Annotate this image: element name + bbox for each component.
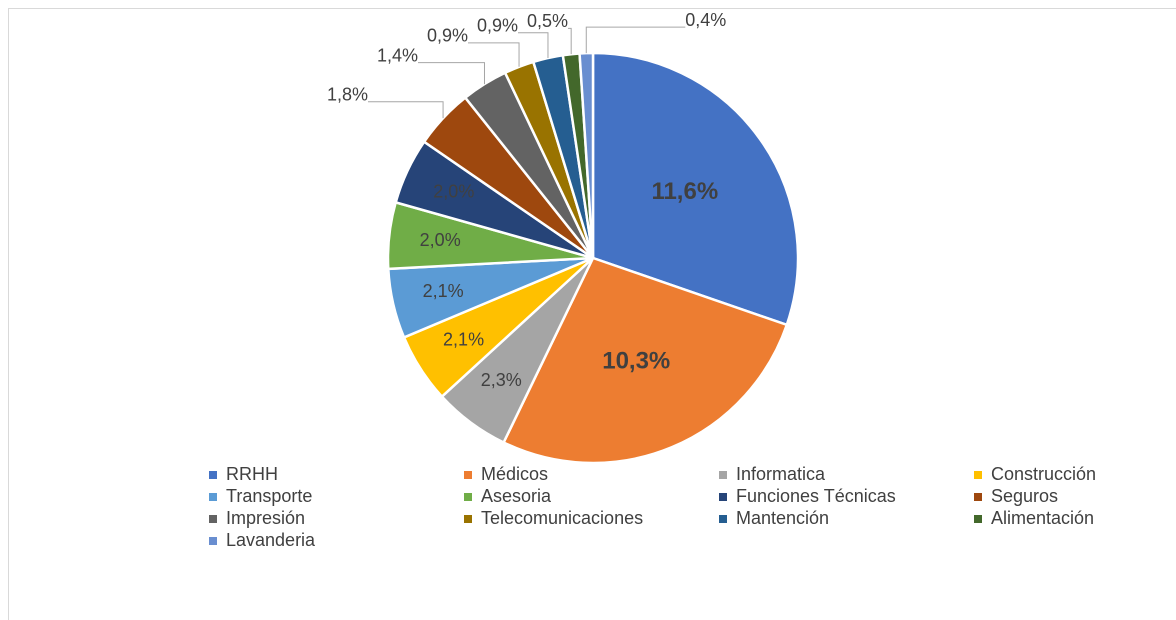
pie-slice <box>591 51 800 327</box>
legend-marker <box>974 515 982 523</box>
legend-label: Lavanderia <box>226 530 316 550</box>
data-label: 2,3% <box>481 370 522 390</box>
leader-line <box>517 32 549 59</box>
legend-label: Alimentación <box>991 508 1094 528</box>
legend-label: Mantención <box>736 508 829 528</box>
legend-marker <box>719 493 727 501</box>
data-label: 2,0% <box>433 181 474 201</box>
legend-marker <box>209 493 217 501</box>
data-label: 0,9% <box>477 15 518 35</box>
legend-label: Asesoria <box>481 486 552 506</box>
data-label: 2,1% <box>443 330 484 350</box>
pie-slice <box>501 256 789 465</box>
legend-marker <box>209 515 217 523</box>
legend-label: RRHH <box>226 464 278 484</box>
data-label: 0,9% <box>427 26 468 46</box>
leader-line <box>367 101 444 119</box>
legend-label: Impresión <box>226 508 305 528</box>
data-label: 1,8% <box>327 84 368 104</box>
legend-label: Telecomunicaciones <box>481 508 643 528</box>
data-label: 2,0% <box>420 230 461 250</box>
legend-marker <box>464 515 472 523</box>
data-label: 1,4% <box>377 45 418 65</box>
data-label: 10,3% <box>602 347 670 374</box>
legend-label: Funciones Técnicas <box>736 486 896 506</box>
legend-label: Seguros <box>991 486 1058 506</box>
data-label: 11,6% <box>651 178 718 205</box>
data-label: 0,5% <box>527 11 568 31</box>
chart-frame <box>8 8 1176 620</box>
leader-line <box>567 27 572 55</box>
legend-label: Transporte <box>226 486 312 506</box>
legend-marker <box>209 471 217 479</box>
legend-label: Construcción <box>991 464 1096 484</box>
data-label: 0,4% <box>685 10 726 30</box>
legend-marker <box>464 493 472 501</box>
legend-marker <box>974 471 982 479</box>
leader-line <box>585 26 686 54</box>
legend-marker <box>974 493 982 501</box>
legend-label: Informatica <box>736 464 826 484</box>
legend-marker <box>209 537 217 545</box>
legend-marker <box>719 515 727 523</box>
legend-label: Médicos <box>481 464 548 484</box>
data-label: 2,1% <box>423 281 464 301</box>
legend-marker <box>719 471 727 479</box>
leader-line <box>417 62 485 85</box>
legend-marker <box>464 471 472 479</box>
leader-line <box>467 42 520 67</box>
